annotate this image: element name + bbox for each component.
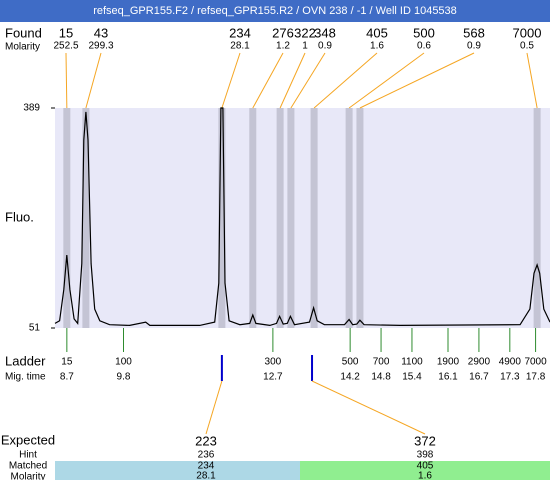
found-molarity: 0.9 [318, 41, 332, 52]
found-label: Found [5, 25, 42, 40]
trace [54, 107, 550, 327]
y-tick-label: 389 [23, 103, 40, 114]
found-size: 405 [366, 25, 388, 40]
matched-value: 405 [417, 461, 434, 472]
expected-bar [300, 461, 550, 480]
peak-band [218, 108, 226, 328]
peak-connector [290, 52, 326, 109]
peak-connector [65, 52, 68, 109]
found-size: 276 [272, 25, 294, 40]
hint-value: 398 [417, 450, 434, 461]
found-molarity: 1.6 [370, 41, 384, 52]
ladder-size: 700 [373, 357, 390, 368]
peak-band [276, 108, 284, 328]
ladder-time: 15.4 [402, 372, 422, 383]
molarity-value: 1.6 [418, 471, 432, 480]
header-bar [0, 0, 550, 22]
mig-time-label: Mig. time [5, 372, 46, 383]
y-axis-label: Fluo. [5, 209, 34, 224]
found-molarity: 0.9 [467, 41, 481, 52]
plot-area [55, 108, 550, 328]
molarity-value: 28.1 [196, 471, 216, 480]
peak-band [345, 108, 353, 328]
ladder-label: Ladder [5, 353, 46, 368]
peak-connector [85, 52, 102, 109]
chart-title: refseq_GPR155.F2 / refseq_GPR155.R2 / OV… [93, 5, 457, 17]
found-size: 500 [413, 25, 435, 40]
matched-label: Matched [9, 461, 47, 472]
hint-value: 236 [198, 450, 215, 461]
ladder-size: 500 [342, 357, 359, 368]
ladder-time: 8.7 [60, 372, 74, 383]
y-tick-label: 51 [29, 323, 41, 334]
peak-connector [526, 52, 538, 109]
peak-band [533, 108, 541, 328]
expected-connector [205, 380, 223, 435]
ladder-size: 7000 [524, 357, 547, 368]
hint-label: Hint [19, 450, 37, 461]
peak-band [82, 108, 90, 328]
found-size: 568 [463, 25, 485, 40]
expected-bar [55, 461, 300, 480]
peak-band [310, 108, 318, 328]
ladder-time: 14.8 [371, 372, 391, 383]
ladder-size: 100 [115, 357, 132, 368]
ladder-size: 15 [61, 357, 73, 368]
peak-band [249, 108, 257, 328]
found-size: 348 [314, 25, 336, 40]
ladder-time: 17.8 [526, 372, 546, 383]
peak-connector [279, 52, 306, 109]
found-size: 234 [229, 25, 251, 40]
found-molarity: 1.2 [276, 41, 290, 52]
expected-value: 372 [414, 433, 436, 448]
ladder-size: 1900 [437, 357, 460, 368]
found-size: 15 [59, 25, 73, 40]
expected-connector [311, 380, 426, 435]
ladder-time: 16.7 [469, 372, 489, 383]
peak-connector [359, 52, 475, 109]
found-molarity: 28.1 [230, 41, 250, 52]
found-size: 43 [94, 25, 108, 40]
peak-connector [313, 52, 378, 109]
ladder-size: 1100 [401, 357, 423, 368]
found-molarity-label: Molarity [5, 42, 40, 53]
peak-connector [348, 52, 425, 109]
found-molarity: 1 [302, 41, 308, 52]
found-molarity: 299.3 [88, 41, 113, 52]
molarity-label: Molarity [10, 472, 45, 480]
ladder-time: 14.2 [340, 372, 360, 383]
peak-band [63, 108, 71, 328]
found-molarity: 252.5 [53, 41, 78, 52]
expected-value: 223 [195, 433, 217, 448]
found-size: 7000 [513, 25, 542, 40]
expected-label: Expected [1, 432, 55, 447]
found-size: 322 [294, 25, 316, 40]
found-molarity: 0.6 [417, 41, 431, 52]
ladder-size: 4900 [499, 357, 522, 368]
peak-connector [252, 52, 284, 109]
ladder-size: 300 [265, 357, 282, 368]
found-molarity: 0.5 [520, 41, 534, 52]
ladder-size: 2900 [468, 357, 491, 368]
matched-value: 234 [198, 461, 215, 472]
peak-connector [221, 52, 241, 109]
peak-band [287, 108, 295, 328]
ladder-time: 12.7 [263, 372, 283, 383]
ladder-time: 16.1 [438, 372, 458, 383]
ladder-time: 9.8 [117, 372, 131, 383]
ladder-time: 17.3 [500, 372, 520, 383]
peak-band [356, 108, 364, 328]
